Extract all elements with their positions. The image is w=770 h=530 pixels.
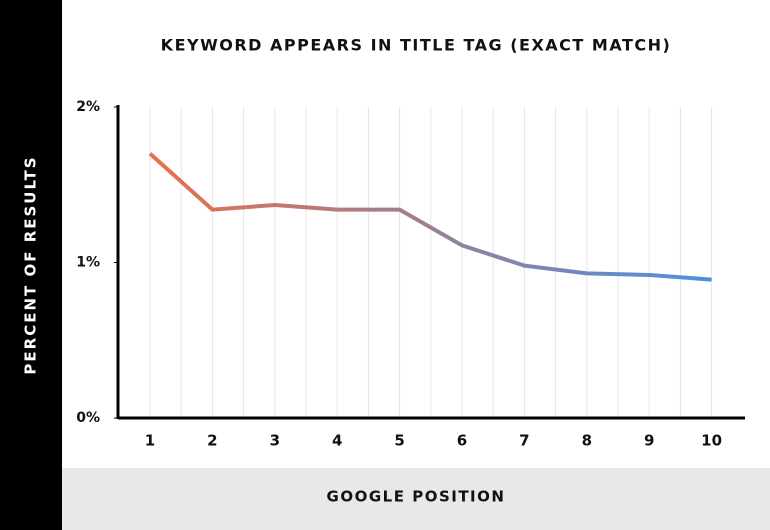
y-tick-label: 1% (76, 255, 100, 271)
chart-title: KEYWORD APPEARS IN TITLE TAG (EXACT MATC… (161, 36, 672, 55)
x-tick-label: 7 (519, 432, 529, 450)
x-tick-label: 4 (332, 432, 342, 450)
x-label-band (62, 468, 770, 530)
y-tick-label: 0% (76, 410, 100, 426)
y-label-band (0, 0, 62, 530)
x-axis-label: GOOGLE POSITION (327, 488, 506, 506)
y-axis-label: PERCENT OF RESULTS (22, 155, 40, 374)
x-tick-label: 9 (644, 432, 654, 450)
y-tick-label: 2% (76, 99, 100, 115)
x-tick-label: 8 (582, 432, 592, 450)
x-tick-label: 1 (145, 432, 155, 450)
x-tick-label: 5 (394, 432, 404, 450)
line (148, 152, 712, 282)
x-tick-label: 3 (270, 432, 280, 450)
x-tick-label: 6 (457, 432, 467, 450)
x-tick-label: 10 (701, 432, 722, 450)
x-tick-label: 2 (207, 432, 217, 450)
